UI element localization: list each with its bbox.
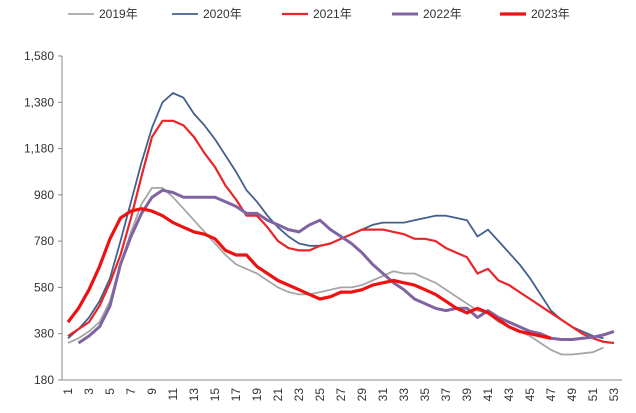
x-tick-label: 7	[124, 388, 138, 395]
x-tick-label: 25	[313, 388, 327, 402]
y-tick-label: 580	[34, 280, 54, 294]
series-line	[77, 188, 615, 345]
series-line	[67, 92, 604, 340]
legend-label: 2021年	[313, 7, 352, 21]
x-tick-label: 53	[607, 388, 621, 402]
legend-label: 2022年	[423, 7, 462, 21]
x-tick-label: 35	[418, 388, 432, 402]
x-tick-label: 3	[82, 388, 96, 395]
x-tick-label: 51	[586, 388, 600, 402]
x-tick-label: 41	[481, 388, 495, 402]
series-line	[66, 207, 552, 340]
x-tick-label: 13	[187, 388, 201, 402]
y-tick-label: 780	[34, 234, 54, 248]
x-tick-label: 29	[355, 388, 369, 402]
x-tick-label: 23	[292, 388, 306, 402]
x-tick-label: 47	[544, 388, 558, 402]
series-line	[67, 119, 615, 345]
x-tick-label: 11	[166, 388, 180, 401]
y-tick-label: 1,380	[24, 95, 54, 109]
y-tick-label: 980	[34, 188, 54, 202]
y-tick-label: 1,580	[24, 49, 54, 63]
x-tick-label: 21	[271, 388, 285, 402]
x-tick-label: 1	[61, 388, 75, 395]
y-tick-label: 1,180	[24, 142, 54, 156]
x-tick-label: 15	[208, 388, 222, 402]
x-tick-label: 9	[145, 388, 159, 395]
x-tick-label: 39	[460, 388, 474, 402]
x-tick-label: 37	[439, 388, 453, 402]
x-tick-label: 31	[376, 388, 390, 402]
x-tick-label: 45	[523, 388, 537, 402]
x-tick-label: 5	[103, 388, 117, 395]
legend-label: 2019年	[99, 7, 138, 21]
y-tick-label: 380	[34, 327, 54, 341]
x-tick-label: 17	[229, 388, 243, 402]
x-tick-label: 43	[502, 388, 516, 402]
legend-label: 2020年	[203, 7, 242, 21]
x-tick-label: 33	[397, 388, 411, 402]
y-tick-label: 180	[34, 373, 54, 387]
legend-label: 2023年	[531, 7, 570, 21]
x-tick-label: 27	[334, 388, 348, 402]
x-tick-label: 49	[565, 388, 579, 402]
x-tick-label: 19	[250, 388, 264, 402]
